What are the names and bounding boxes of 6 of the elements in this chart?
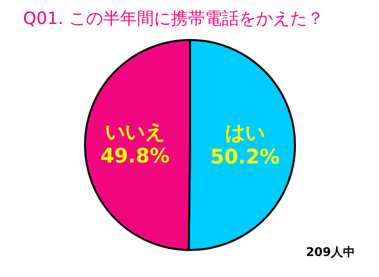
data-label: 49.8% bbox=[100, 144, 170, 168]
chart-title: Q01. この半年間に携帯電話をかえた？ bbox=[23, 9, 324, 29]
slice-label: はい bbox=[225, 120, 265, 144]
text: 209人中 bbox=[306, 245, 355, 259]
data-label: 50.2% bbox=[210, 144, 280, 168]
slice-label: いいえ bbox=[105, 120, 165, 144]
